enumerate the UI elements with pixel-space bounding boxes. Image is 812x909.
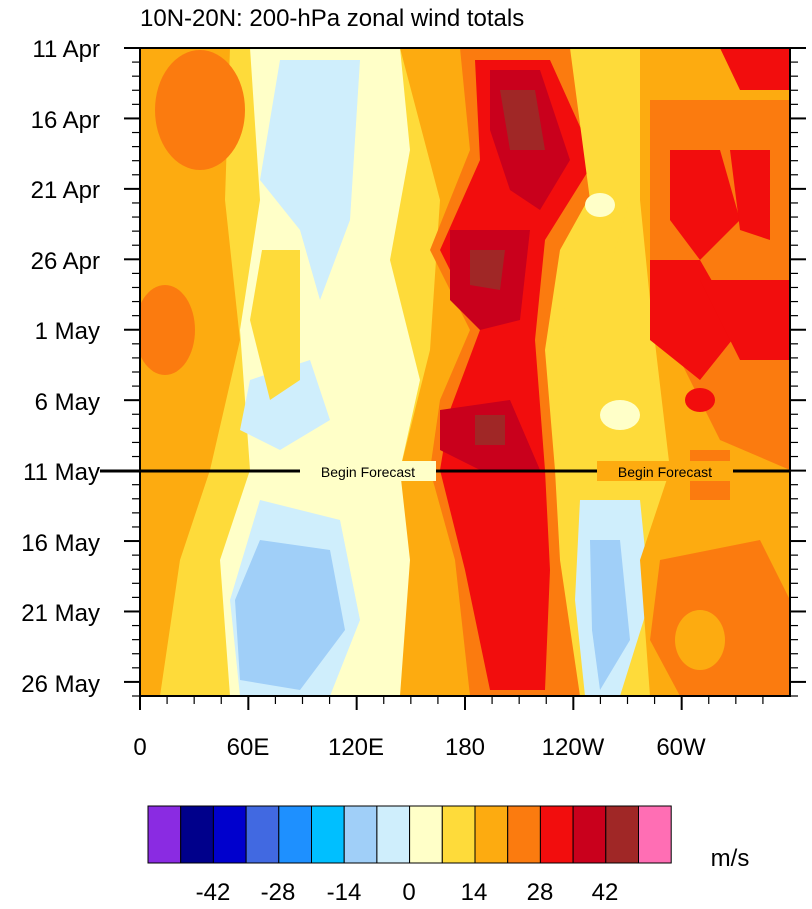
y-tick-label: 16 Apr xyxy=(31,107,100,134)
colorbar-box xyxy=(409,805,443,864)
y-tick-label: 1 May xyxy=(35,318,100,345)
colorbar-box xyxy=(572,805,607,864)
x-tick-label: 0 xyxy=(133,734,146,761)
y-tick-label: 21 Apr xyxy=(31,177,100,204)
colorbar-box xyxy=(245,805,280,864)
colorbar-box xyxy=(147,805,182,864)
y-tick-label: 26 Apr xyxy=(31,248,100,275)
colorbar-box xyxy=(343,805,378,864)
y-tick-label: 6 May xyxy=(35,389,100,416)
colorbar-tick-label: -28 xyxy=(261,879,296,906)
colorbar-box xyxy=(605,805,639,864)
x-tick-label: 60E xyxy=(227,734,270,761)
colorbar-ticks: -42 -28 -14 0 14 28 42 xyxy=(196,879,619,906)
colorbar-tick-label: -42 xyxy=(196,879,231,906)
colorbar-box xyxy=(180,805,214,864)
colorbar-tick-label: 28 xyxy=(527,879,554,906)
x-tick-label: 180 xyxy=(445,734,485,761)
x-tick-label: 120W xyxy=(542,734,605,761)
y-tick-label: 11 May xyxy=(23,459,100,486)
colorbar-box xyxy=(278,805,312,864)
colorbar-box xyxy=(311,805,345,864)
colorbar-box xyxy=(638,805,672,864)
colorbar-tick-label: 42 xyxy=(592,879,619,906)
y-tick-label: 11 Apr xyxy=(32,36,100,63)
colorbar-tick-label: 0 xyxy=(402,879,415,906)
x-axis-ticks: 0 60E 120E 180 120W 60W xyxy=(133,696,706,761)
y-axis-ticks: 11 Apr 16 Apr 21 Apr 26 Apr 1 May 6 May … xyxy=(21,36,806,698)
colorbar xyxy=(147,805,672,864)
x-tick-label: 120E xyxy=(328,734,384,761)
forecast-label: Begin Forecast xyxy=(321,464,415,480)
colorbar-tick-label: -14 xyxy=(327,879,362,906)
forecast-marker: Begin Forecast Begin Forecast xyxy=(100,461,790,481)
y-tick-label: 21 May xyxy=(21,600,100,627)
colorbar-box xyxy=(376,805,411,864)
colorbar-box xyxy=(507,805,541,864)
colorbar-box xyxy=(441,805,476,864)
x-tick-label: 60W xyxy=(656,734,706,761)
forecast-label: Begin Forecast xyxy=(618,464,712,480)
colorbar-box xyxy=(474,805,509,864)
colorbar-unit: m/s xyxy=(711,845,750,872)
wind-contour-field xyxy=(140,48,790,696)
chart-title: 10N-20N: 200-hPa zonal wind totals xyxy=(140,5,524,32)
y-tick-label: 16 May xyxy=(21,530,100,557)
x-minor-ticks xyxy=(166,696,764,704)
y-tick-label: 26 May xyxy=(21,671,100,698)
colorbar-box xyxy=(539,805,574,864)
y-minor-ticks xyxy=(132,61,798,697)
colorbar-tick-label: 14 xyxy=(461,879,488,906)
colorbar-box xyxy=(212,805,247,864)
